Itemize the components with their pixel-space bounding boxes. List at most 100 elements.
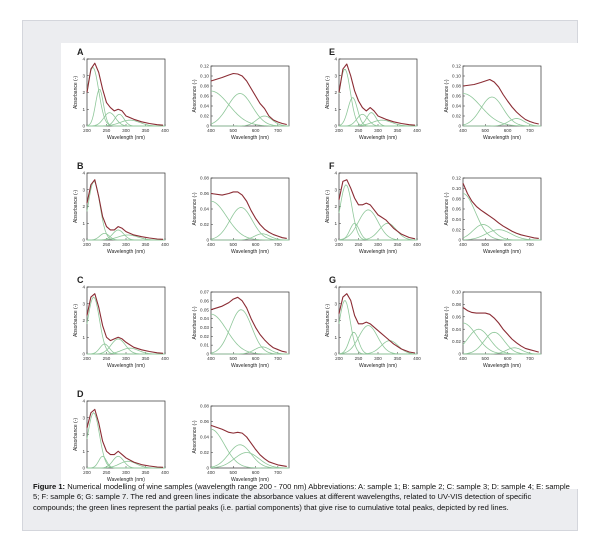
- y-tick-label-e-vis: 0.10: [452, 74, 461, 79]
- x-axis-label-b-vis: Wavelength (nm): [231, 249, 269, 255]
- y-tick-label-g-vis: 0.08: [452, 302, 461, 307]
- partial-peak-c-4: [87, 347, 165, 355]
- y-tick-label-e: 2: [334, 90, 337, 95]
- partial-peak-c-vis-3: [211, 346, 290, 355]
- y-tick-label-e: 1: [334, 107, 337, 112]
- total-line-e: [338, 63, 416, 126]
- total-line-b-vis: [210, 191, 287, 239]
- x-axis-label-e-vis: Wavelength (nm): [483, 135, 521, 141]
- y-tick-label-c: 2: [82, 318, 85, 323]
- x-tick-label-c: 250: [103, 356, 111, 361]
- partial-peak-a-vis-2: [210, 93, 290, 127]
- x-tick-label-d: 300: [122, 470, 130, 475]
- partial-peak-g-4: [339, 340, 418, 355]
- total-line-g: [338, 293, 416, 354]
- y-axis-label-d: Absorbance (-): [73, 418, 79, 451]
- y-tick-label-a-vis: 0.12: [200, 64, 209, 69]
- y-tick-label-f: 0: [334, 238, 337, 243]
- x-tick-label-f: 300: [374, 242, 382, 247]
- total-line-c-vis: [210, 296, 287, 353]
- y-tick-label-d: 2: [82, 432, 85, 437]
- x-tick-label-d: 200: [83, 470, 91, 475]
- x-tick-label-d: 400: [161, 470, 169, 475]
- y-tick-label-f-vis: 0.04: [452, 217, 461, 222]
- panel-label-c: C: [77, 275, 84, 285]
- x-axis-label-b: Wavelength (nm): [107, 249, 145, 255]
- plot-frame-a-vis: [210, 65, 290, 127]
- x-tick-label-g-vis: 400: [459, 356, 467, 361]
- x-tick-label-a: 400: [161, 128, 169, 133]
- plot-frame-f: [338, 172, 418, 241]
- y-tick-label-a: 0: [82, 124, 85, 129]
- y-tick-label-f-vis: 0.02: [452, 227, 461, 232]
- x-tick-label-b: 400: [161, 242, 169, 247]
- y-tick-label-f: 2: [334, 204, 337, 209]
- y-tick-label-a: 3: [82, 73, 85, 78]
- y-tick-label-e-vis: 0: [458, 124, 461, 129]
- figure-panels: A 200 250 300 350 400 0 1 2 3 4 Wavelength (nm) Abso…: [61, 43, 584, 489]
- panel-label-e: E: [329, 47, 335, 57]
- y-tick-label-c-vis: 0.07: [200, 290, 209, 295]
- y-tick-label-c-vis: 0.02: [200, 334, 209, 339]
- partial-peak-a-1: [86, 67, 165, 127]
- x-tick-label-e: 300: [374, 128, 382, 133]
- x-tick-label-f-vis: 600: [504, 242, 512, 247]
- caption-label: Figure 1:: [33, 482, 66, 491]
- x-tick-label-b: 250: [103, 242, 111, 247]
- x-tick-label-a-vis: 500: [229, 128, 237, 133]
- x-tick-label-f: 350: [394, 242, 402, 247]
- x-tick-label-c-vis: 600: [252, 356, 260, 361]
- x-tick-label-c-vis: 500: [229, 356, 237, 361]
- partial-peak-e-vis-3: [463, 118, 542, 127]
- y-tick-label-g-vis: 0.04: [452, 327, 461, 332]
- total-line-g-vis: [462, 307, 539, 353]
- panel-label-d: D: [77, 389, 84, 399]
- y-tick-label-c-vis: 0.01: [200, 343, 209, 348]
- plot-frame-d-vis: [210, 405, 290, 469]
- x-axis-label-a-vis: Wavelength (nm): [231, 135, 269, 141]
- x-axis-label-a: Wavelength (nm): [107, 135, 145, 141]
- y-tick-label-f: 4: [334, 171, 337, 176]
- y-tick-label-d-vis: 0: [206, 466, 209, 471]
- y-tick-label-f: 1: [334, 221, 337, 226]
- total-line-a: [86, 62, 164, 126]
- y-axis-label-c-vis: Absorbance (-): [192, 306, 198, 339]
- x-tick-label-c: 350: [142, 356, 150, 361]
- x-tick-label-c-vis: 700: [274, 356, 282, 361]
- partial-peak-f-vis-1: [462, 193, 541, 241]
- x-tick-label-f-vis: 400: [459, 242, 467, 247]
- x-tick-label-a-vis: 400: [207, 128, 215, 133]
- x-axis-label-f: Wavelength (nm): [359, 249, 397, 255]
- y-tick-label-e: 3: [334, 73, 337, 78]
- y-tick-label-a: 4: [82, 57, 85, 62]
- y-tick-label-e-vis: 0.04: [452, 104, 461, 109]
- y-tick-label-f-vis: 0.10: [452, 186, 461, 191]
- x-tick-label-e: 250: [355, 128, 363, 133]
- y-axis-label-a-vis: Absorbance (-): [192, 79, 198, 112]
- x-axis-label-d-vis: Wavelength (nm): [231, 477, 269, 483]
- y-tick-label-c: 3: [82, 301, 85, 306]
- y-tick-label-c: 1: [82, 335, 85, 340]
- x-tick-label-c: 300: [122, 356, 130, 361]
- y-axis-label-e: Absorbance (-): [325, 76, 331, 109]
- y-tick-label-e-vis: 0.06: [452, 94, 461, 99]
- y-tick-label-b-vis: 0.06: [200, 191, 209, 196]
- partial-peak-d-vis-2: [210, 444, 289, 469]
- partial-peak-g-3: [338, 325, 417, 355]
- partial-peak-g-vis-4: [463, 347, 542, 355]
- partial-peak-e-5: [339, 119, 417, 127]
- x-tick-label-f-vis: 500: [481, 242, 489, 247]
- total-line-a-vis: [210, 72, 287, 126]
- figure-caption: Figure 1: Numerical modelling of wine sa…: [33, 482, 573, 513]
- partial-peak-b-vis-2: [210, 207, 290, 241]
- total-line-c: [86, 293, 164, 354]
- x-tick-label-f: 250: [355, 242, 363, 247]
- partial-peak-c-vis-2: [210, 309, 289, 355]
- y-axis-label-b: Absorbance (-): [73, 190, 79, 223]
- y-tick-label-d: 3: [82, 415, 85, 420]
- y-tick-label-f-vis: 0: [458, 238, 461, 243]
- y-tick-label-a: 2: [82, 90, 85, 95]
- partial-peak-e-vis-2: [462, 96, 541, 127]
- x-tick-label-b-vis: 400: [207, 242, 215, 247]
